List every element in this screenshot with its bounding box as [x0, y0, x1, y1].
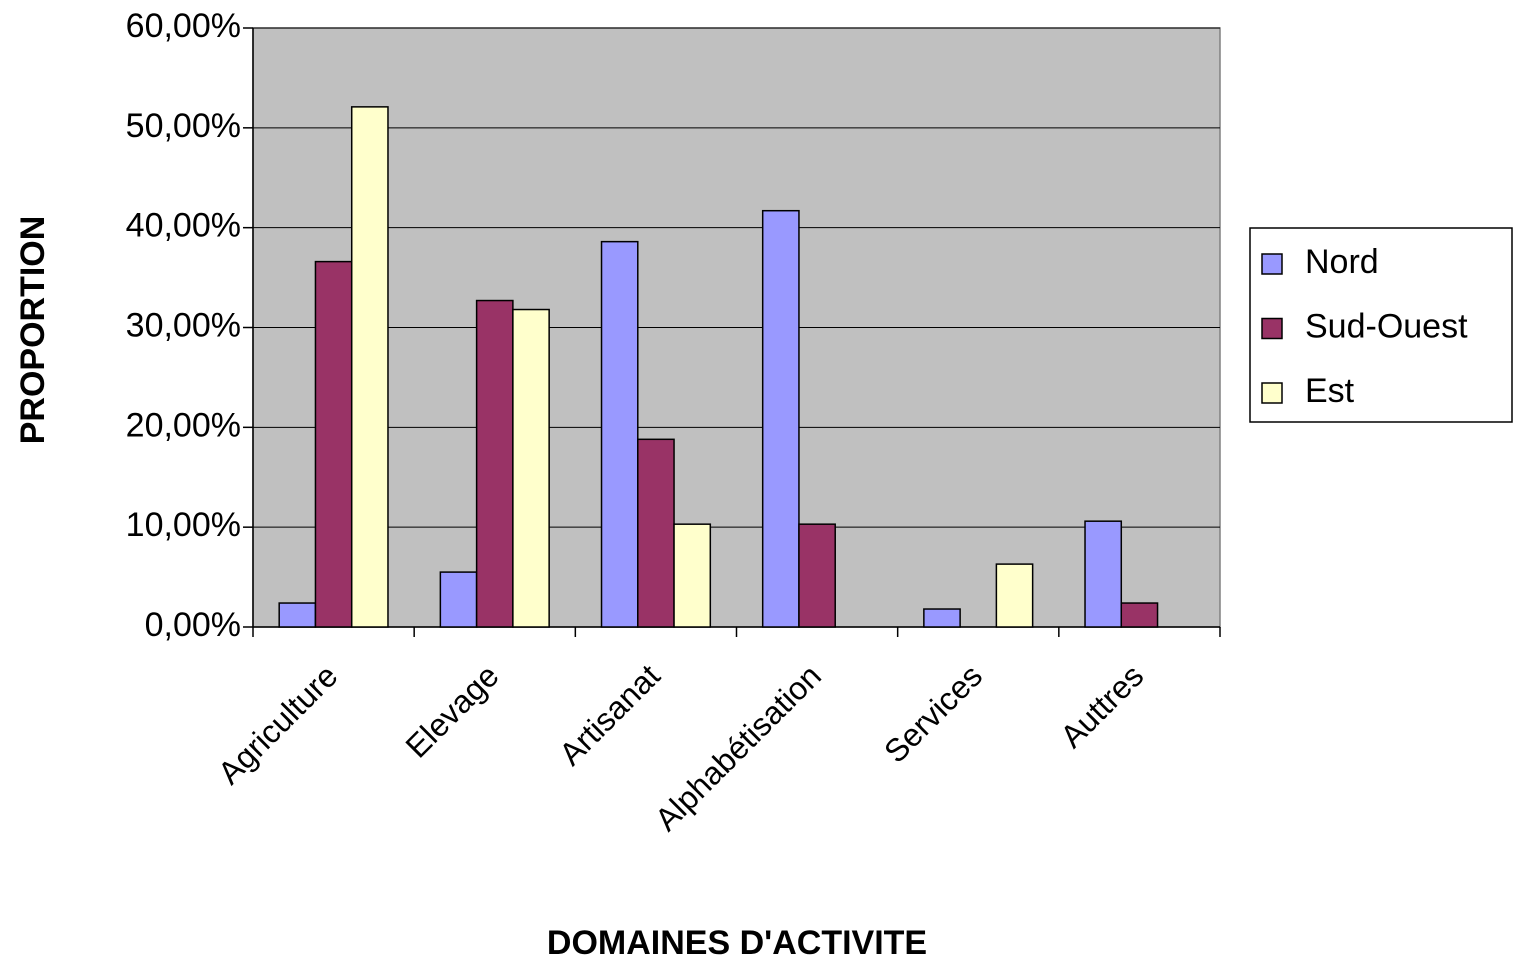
y-tick-label: 20,00% — [126, 406, 241, 444]
x-tick-label: Services — [877, 657, 989, 769]
bar — [761, 209, 800, 628]
legend-swatch — [1261, 317, 1283, 340]
x-tick-label: Elevage — [398, 657, 505, 764]
bar — [314, 260, 353, 628]
x-axis-title: DOMAINES D'ACTIVITE — [547, 924, 927, 962]
legend-label: Nord — [1305, 243, 1379, 281]
bar — [637, 438, 675, 628]
y-tick-label: 10,00% — [126, 506, 241, 544]
legend-swatch — [1261, 382, 1283, 404]
bar — [1084, 520, 1123, 628]
bar — [798, 523, 836, 628]
bar — [673, 523, 712, 628]
x-tick-label: Alphabétisation — [648, 657, 828, 837]
bar — [475, 299, 514, 628]
y-tick-label: 30,00% — [126, 306, 241, 344]
y-tick-label: 50,00% — [126, 107, 241, 145]
bar — [995, 563, 1034, 628]
x-tick-label: Auttres — [1053, 657, 1150, 754]
bar — [439, 571, 478, 628]
y-tick-label: 60,00% — [126, 7, 241, 45]
legend-swatch — [1261, 253, 1283, 275]
bar — [1120, 602, 1159, 628]
bar — [278, 602, 317, 628]
y-axis-title: PROPORTION — [14, 216, 52, 445]
y-tick-label: 0,00% — [145, 606, 241, 644]
bar — [512, 308, 550, 628]
x-tick-label: Agriculture — [211, 657, 345, 791]
legend-label: Est — [1305, 372, 1355, 410]
legend-label: Sud-Ouest — [1305, 307, 1468, 345]
y-tick-label: 40,00% — [126, 207, 241, 245]
bar — [923, 608, 961, 628]
bar — [600, 240, 639, 628]
x-tick-label: Artisanat — [552, 657, 667, 772]
bar — [350, 106, 389, 628]
legend — [1249, 227, 1513, 423]
